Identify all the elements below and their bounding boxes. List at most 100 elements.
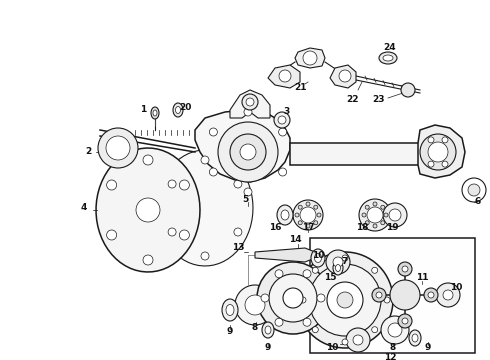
Circle shape (303, 270, 311, 278)
Text: 7: 7 (342, 257, 348, 266)
Text: 20: 20 (179, 104, 191, 112)
Text: 19: 19 (386, 224, 398, 233)
Circle shape (278, 116, 286, 124)
Text: 14: 14 (289, 235, 301, 244)
Circle shape (293, 200, 323, 230)
Circle shape (179, 230, 189, 240)
Circle shape (317, 294, 325, 302)
Circle shape (168, 180, 176, 188)
Polygon shape (330, 65, 356, 88)
Circle shape (298, 205, 302, 209)
Circle shape (98, 128, 138, 168)
Ellipse shape (333, 261, 343, 275)
Circle shape (424, 288, 438, 302)
Ellipse shape (173, 103, 183, 117)
Circle shape (372, 288, 386, 302)
Circle shape (383, 203, 407, 227)
Circle shape (143, 255, 153, 265)
Text: 12: 12 (384, 354, 396, 360)
Circle shape (234, 180, 242, 188)
Text: 18: 18 (356, 224, 368, 233)
Text: 2: 2 (85, 148, 91, 157)
Polygon shape (295, 48, 325, 68)
Circle shape (312, 267, 318, 273)
Ellipse shape (311, 249, 325, 267)
Circle shape (327, 282, 363, 318)
Circle shape (179, 180, 189, 190)
Circle shape (420, 134, 456, 170)
Circle shape (402, 266, 408, 272)
Circle shape (443, 290, 453, 300)
Ellipse shape (336, 265, 341, 271)
Circle shape (107, 180, 117, 190)
Circle shape (303, 51, 317, 65)
Circle shape (306, 224, 310, 228)
Circle shape (218, 122, 278, 182)
Ellipse shape (412, 334, 418, 342)
Polygon shape (268, 65, 300, 88)
Circle shape (381, 205, 385, 209)
Circle shape (367, 207, 383, 223)
Ellipse shape (151, 107, 159, 119)
Circle shape (314, 205, 318, 209)
Circle shape (342, 339, 348, 345)
Polygon shape (418, 125, 465, 178)
Ellipse shape (175, 107, 180, 113)
Circle shape (372, 327, 378, 333)
Circle shape (246, 98, 254, 106)
Circle shape (279, 128, 287, 136)
Text: 9: 9 (265, 343, 271, 352)
Circle shape (359, 199, 391, 231)
Circle shape (401, 83, 415, 97)
Circle shape (274, 112, 290, 128)
Polygon shape (230, 90, 270, 118)
Circle shape (234, 228, 242, 236)
Circle shape (398, 314, 412, 328)
Ellipse shape (383, 55, 393, 61)
Circle shape (300, 297, 306, 303)
Circle shape (384, 213, 388, 217)
Circle shape (339, 70, 351, 82)
Circle shape (201, 156, 209, 164)
Circle shape (384, 297, 390, 303)
Ellipse shape (262, 322, 274, 338)
Circle shape (257, 262, 329, 334)
Circle shape (436, 283, 460, 307)
Circle shape (279, 168, 287, 176)
Circle shape (245, 295, 265, 315)
Circle shape (314, 221, 318, 225)
Text: 6: 6 (475, 198, 481, 207)
Circle shape (462, 178, 486, 202)
Ellipse shape (409, 330, 421, 346)
Text: 21: 21 (294, 84, 306, 93)
Circle shape (428, 142, 448, 162)
Circle shape (275, 318, 283, 326)
Circle shape (428, 161, 434, 167)
Circle shape (298, 221, 302, 225)
Circle shape (240, 144, 256, 160)
Circle shape (295, 213, 299, 217)
Circle shape (209, 128, 218, 136)
Circle shape (442, 137, 448, 143)
Text: 1: 1 (140, 105, 146, 114)
Ellipse shape (153, 110, 157, 116)
Polygon shape (195, 110, 290, 182)
Ellipse shape (222, 299, 238, 321)
Circle shape (388, 323, 402, 337)
Text: 17: 17 (302, 224, 314, 233)
Circle shape (389, 209, 401, 221)
Circle shape (297, 252, 393, 348)
Circle shape (402, 318, 408, 324)
Ellipse shape (379, 52, 397, 64)
Circle shape (201, 252, 209, 260)
Circle shape (428, 292, 434, 298)
Circle shape (312, 327, 318, 333)
Circle shape (309, 264, 381, 336)
Circle shape (362, 213, 366, 217)
Circle shape (168, 228, 176, 236)
Ellipse shape (226, 305, 234, 315)
Circle shape (390, 280, 420, 310)
Circle shape (381, 221, 385, 225)
Ellipse shape (315, 253, 321, 262)
Bar (290, 143, 420, 165)
